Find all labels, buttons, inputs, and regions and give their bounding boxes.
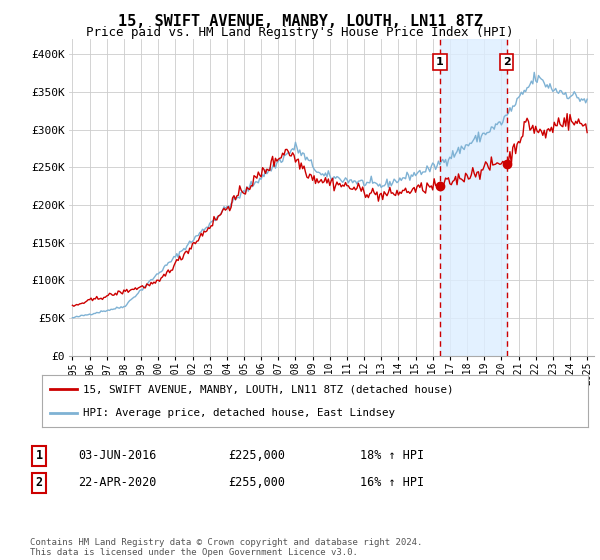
Text: Contains HM Land Registry data © Crown copyright and database right 2024.
This d: Contains HM Land Registry data © Crown c… (30, 538, 422, 557)
Text: 1: 1 (35, 449, 43, 463)
Text: Price paid vs. HM Land Registry's House Price Index (HPI): Price paid vs. HM Land Registry's House … (86, 26, 514, 39)
Text: 15, SWIFT AVENUE, MANBY, LOUTH, LN11 8TZ (detached house): 15, SWIFT AVENUE, MANBY, LOUTH, LN11 8TZ… (83, 384, 454, 394)
Text: 1: 1 (436, 57, 444, 67)
Text: £225,000: £225,000 (228, 449, 285, 463)
Bar (440, 39, 506, 356)
Text: 16% ↑ HPI: 16% ↑ HPI (360, 476, 424, 489)
Text: HPI: Average price, detached house, East Lindsey: HPI: Average price, detached house, East… (83, 408, 395, 418)
Text: 2: 2 (35, 476, 43, 489)
Text: £255,000: £255,000 (228, 476, 285, 489)
Text: 03-JUN-2016: 03-JUN-2016 (78, 449, 157, 463)
Text: 2: 2 (503, 57, 511, 67)
Text: 15, SWIFT AVENUE, MANBY, LOUTH, LN11 8TZ: 15, SWIFT AVENUE, MANBY, LOUTH, LN11 8TZ (118, 14, 482, 29)
Text: 18% ↑ HPI: 18% ↑ HPI (360, 449, 424, 463)
Text: 22-APR-2020: 22-APR-2020 (78, 476, 157, 489)
